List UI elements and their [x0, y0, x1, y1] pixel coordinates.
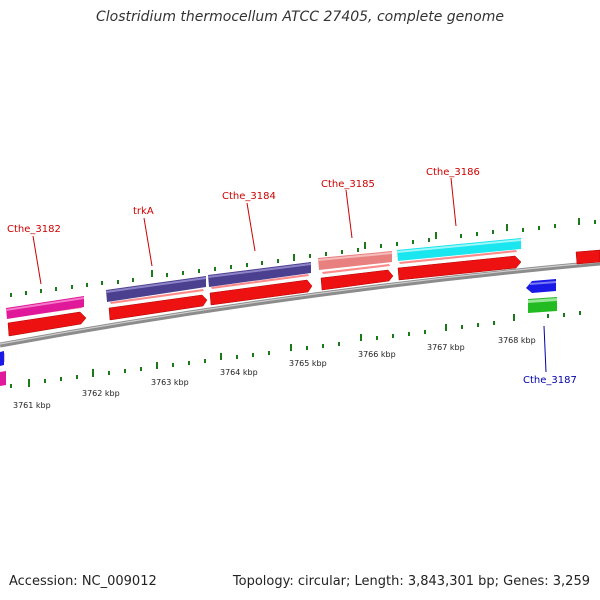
cds-arrow[interactable]: [108, 294, 208, 321]
scale-label: 3765 kbp: [289, 359, 327, 368]
scale-labels: 3761 kbp 3762 kbp 3763 kbp 3764 kbp 3765…: [13, 336, 536, 410]
gene-labels: Cthe_3182 trkA Cthe_3184 Cthe_3185 Cthe_…: [7, 167, 577, 386]
cds-arrow[interactable]: [575, 249, 600, 265]
scale-label: 3768 kbp: [498, 336, 536, 345]
scale-label: 3767 kbp: [427, 343, 465, 352]
scale-label: 3761 kbp: [13, 401, 51, 410]
upper-tick-row: [10, 218, 596, 297]
gene-bar-cthe-3187[interactable]: [526, 279, 556, 293]
genome-backbone-highlight: [0, 261, 600, 345]
gene-track-reverse: [0, 279, 557, 366]
genome-stats: Topology: circular; Length: 3,843,301 bp…: [232, 574, 590, 589]
map-title: Clostridium thermocellum ATCC 27405, com…: [96, 9, 504, 25]
scale-label: 3762 kbp: [82, 389, 120, 398]
cds-arrow[interactable]: [7, 311, 87, 337]
leader-lines: [32, 177, 547, 373]
gene-bar-blue-edge[interactable]: [0, 351, 4, 366]
scale-label: 3766 kbp: [358, 350, 396, 359]
gene-bar-edge[interactable]: [0, 371, 6, 386]
cds-track: [0, 249, 600, 364]
lower-tick-row: [10, 311, 581, 388]
scale-label: 3764 kbp: [220, 368, 258, 377]
cds-arrow[interactable]: [397, 255, 522, 281]
gene-label-cthe-3182[interactable]: Cthe_3182: [7, 224, 61, 235]
gene-label-cthe-3185[interactable]: Cthe_3185: [321, 179, 375, 190]
gene-label-cthe-3184[interactable]: Cthe_3184: [222, 191, 276, 202]
genome-backbone: [0, 260, 600, 348]
gene-label-cthe-3187[interactable]: Cthe_3187: [523, 375, 577, 386]
gene-track-forward: [0, 238, 521, 386]
gene-label-cthe-3186[interactable]: Cthe_3186: [426, 167, 480, 178]
cds-arrow[interactable]: [209, 279, 313, 306]
cds-arrow[interactable]: [320, 269, 394, 291]
gene-label-trka[interactable]: trkA: [133, 206, 154, 217]
accession-label: Accession: NC_009012: [9, 574, 157, 589]
scale-label: 3763 kbp: [151, 378, 189, 387]
